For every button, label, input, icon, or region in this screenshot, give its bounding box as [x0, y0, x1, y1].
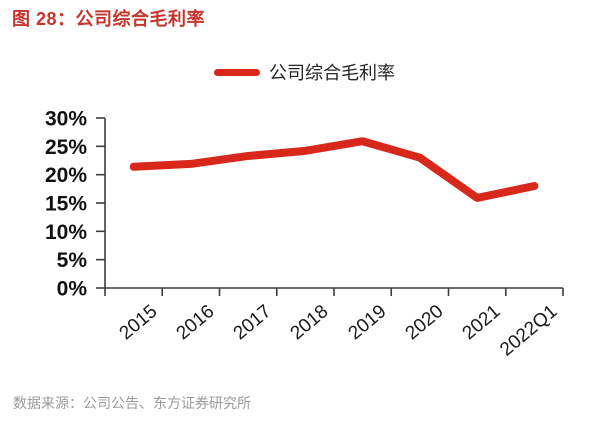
figure-title: 图 28：公司综合毛利率 — [12, 9, 206, 29]
y-axis-label: 5% — [57, 249, 88, 272]
legend-line-marker-icon — [214, 68, 260, 76]
y-axis-label: 30% — [45, 108, 87, 131]
legend: 公司综合毛利率 — [0, 59, 609, 85]
source-note: 数据来源：公司公告、东方证券研究所 — [13, 395, 251, 411]
y-axis-label: 0% — [57, 278, 88, 301]
y-axis-label: 15% — [45, 193, 87, 216]
y-axis-label: 20% — [45, 164, 87, 187]
y-axis-label: 25% — [45, 136, 87, 159]
series-line-gross-margin — [129, 137, 539, 202]
y-axis-label: 10% — [45, 221, 87, 244]
legend-label: 公司综合毛利率 — [269, 63, 395, 83]
